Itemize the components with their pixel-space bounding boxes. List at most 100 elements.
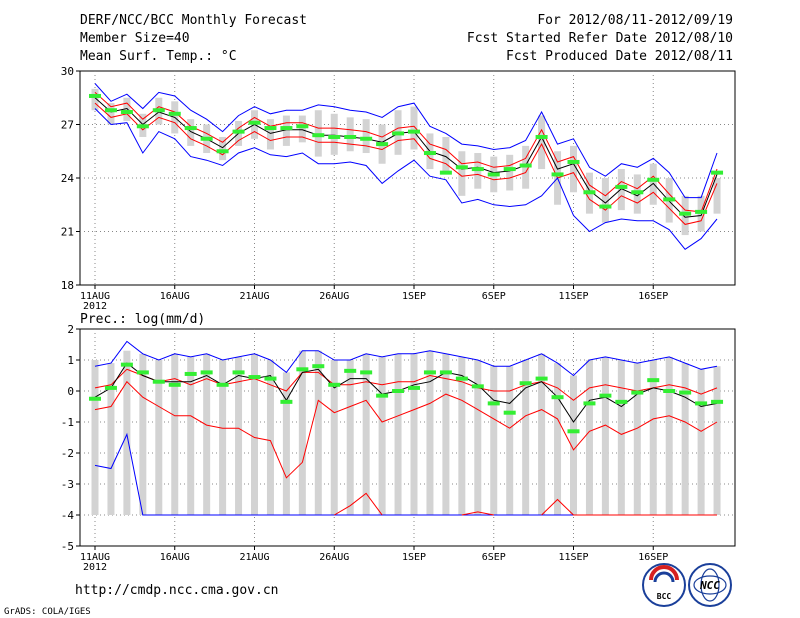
temp-median-marker [312, 133, 325, 138]
grads-credit: GrADS: COLA/IGES [4, 607, 91, 617]
temp-median-marker [328, 134, 341, 139]
prec-spread-box [203, 353, 211, 515]
prec-series-low-member [541, 498, 717, 516]
prec-x-tick-label: 11SEP [558, 552, 588, 563]
temp-median-marker [216, 149, 229, 154]
prec-spread-box [394, 353, 402, 515]
temp-median-marker [184, 126, 197, 131]
bcc-logo-text: BCC [657, 592, 672, 601]
temp-median-marker [583, 190, 596, 195]
temp-median-marker [551, 172, 564, 177]
prec-spread-box [633, 363, 641, 515]
forecast-period: For 2012/08/11-2012/09/19 [537, 13, 733, 28]
temp-x-tick-label: 11SEP [558, 291, 588, 302]
prec-median-marker [551, 395, 564, 400]
fcst-started-date: Fcst Started Refer Date 2012/08/10 [467, 31, 733, 46]
prec-spread-box [123, 350, 131, 515]
prec-median-marker [120, 362, 133, 367]
temp-spread-box [362, 119, 370, 154]
prec-median-marker [679, 390, 692, 395]
prec-spread-box [139, 353, 147, 515]
temp-spread-box [330, 113, 338, 155]
prec-median-marker [200, 370, 213, 375]
prec-spread-box [298, 350, 306, 515]
prec-x-tick-label: 21AUG [239, 552, 269, 563]
temp-median-marker [344, 134, 357, 139]
prec-series-mean [94, 362, 718, 423]
temp-median-marker [152, 108, 165, 113]
prec-median-marker [503, 410, 516, 415]
prec-median-marker [471, 384, 484, 389]
temp-spread-box [601, 178, 609, 223]
temp-x-tick-label: 1SEP [402, 291, 426, 302]
prec-x-tick-label: 6SEP [482, 552, 506, 563]
temp-median-marker [168, 111, 181, 116]
temp-median-marker [232, 129, 245, 134]
temp-series-lower [94, 102, 718, 225]
prec-y-tick-label: 0 [67, 385, 74, 398]
prec-spread-box [171, 353, 179, 515]
prec-median-marker [631, 390, 644, 395]
prec-spread-box [330, 360, 338, 515]
prec-median-marker [152, 379, 165, 384]
temp-spread-box [570, 145, 577, 193]
ncc-logo: NCC [688, 563, 732, 607]
prec-spread-box [554, 363, 562, 515]
prec-spread-box [506, 366, 514, 515]
temp-median-marker [376, 142, 389, 147]
prec-median-marker [248, 375, 261, 380]
temp-x-tick-label: 21AUG [239, 291, 269, 302]
prec-spread-box [426, 350, 434, 515]
temp-median-marker [663, 197, 676, 202]
temp-y-tick-label: 18 [61, 279, 74, 292]
prec-median-marker [216, 382, 229, 387]
ncc-logo-text: NCC [699, 579, 720, 592]
prec-median-marker [392, 389, 405, 393]
source-url[interactable]: http://cmdp.ncc.cma.gov.cn [75, 583, 279, 598]
prec-spread-box [665, 356, 673, 515]
temp-median-marker [120, 110, 133, 115]
prec-median-marker [567, 429, 580, 434]
temp-series-min [94, 108, 718, 250]
prec-spread-box [601, 356, 609, 515]
prec-spread-box [570, 375, 577, 515]
prec-spread-box [235, 356, 243, 515]
prec-spread-box [314, 350, 322, 515]
temp-median-marker [711, 170, 724, 175]
prec-median-marker [535, 376, 548, 381]
fcst-produced-date: Fcst Produced Date 2012/08/11 [506, 49, 733, 64]
prec-spread-box [617, 360, 625, 515]
temp-median-marker [439, 170, 452, 175]
temp-spread-box [123, 97, 131, 121]
prec-x-tick-label: 1SEP [402, 552, 426, 563]
temp-series-upper [94, 92, 718, 213]
prec-spread-box [522, 360, 530, 515]
temp-median-marker [280, 126, 293, 131]
prec-series-max [94, 340, 718, 377]
prec-series-upper [94, 368, 718, 401]
temp-median-marker [423, 151, 436, 156]
temp-y-tick-label: 27 [61, 119, 74, 132]
temp-median-marker [360, 136, 373, 141]
prec-y-tick-label: -1 [61, 416, 74, 429]
temp-median-marker [567, 159, 580, 164]
temp-median-marker [408, 129, 420, 134]
temp-median-marker [599, 204, 612, 209]
temp-y-tick-label: 30 [61, 65, 74, 78]
temp-x-tick-label: 6SEP [482, 291, 506, 302]
prec-median-marker [519, 381, 532, 386]
prec-spread-box [442, 353, 450, 515]
temp-spread-box [649, 163, 657, 205]
temp-spread-box [506, 154, 514, 191]
temp-spread-box [538, 115, 546, 170]
prec-median-marker [376, 393, 389, 398]
prec-median-marker [455, 376, 468, 381]
temp-spread-box [617, 169, 625, 211]
temp-median-marker [392, 131, 405, 136]
prec-median-marker [695, 401, 708, 406]
prec-spread-box [410, 353, 418, 515]
temp-x-tick-label: 11AUG [80, 291, 110, 302]
temp-median-marker [679, 211, 692, 216]
temp-median-marker [695, 209, 708, 214]
